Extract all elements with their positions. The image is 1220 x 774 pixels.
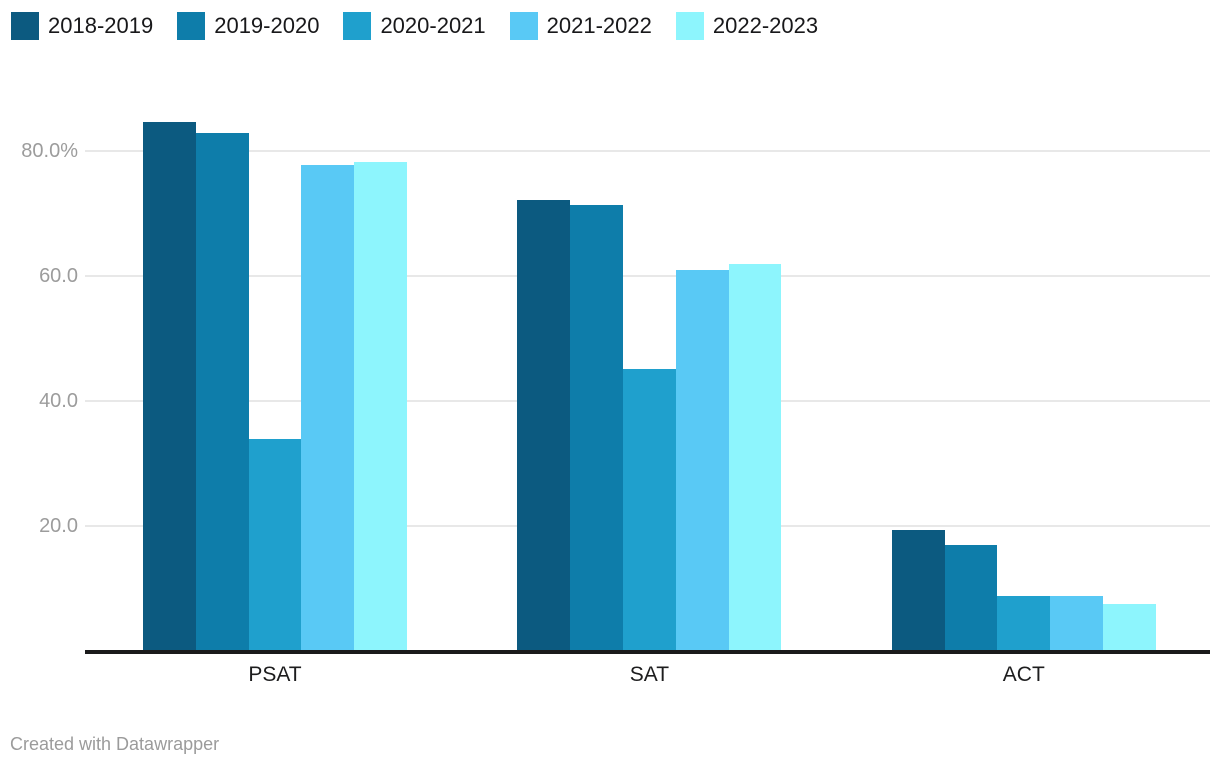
legend-item-2022-2023: 2022-2023 (675, 12, 819, 40)
x-category-label-SAT: SAT (629, 663, 670, 686)
legend-label: 2018-2019 (48, 13, 154, 38)
bar-ACT-2021-2022[interactable] (1050, 596, 1103, 651)
gridline-60 (85, 275, 1210, 277)
legend-swatch-2022-2023 (675, 12, 704, 40)
legend-swatch-2020-2021 (343, 12, 372, 40)
legend-swatch-2021-2022 (509, 12, 538, 40)
bar-PSAT-2020-2021[interactable] (248, 439, 302, 651)
legend-label: 2022-2023 (712, 13, 819, 38)
bar-PSAT-2018-2019[interactable] (143, 122, 196, 651)
x-category-label-ACT: ACT (1002, 663, 1045, 686)
bar-ACT-2019-2020[interactable] (944, 544, 998, 651)
bar-PSAT-2021-2022[interactable] (301, 165, 355, 651)
legend-swatch-2018-2019 (11, 12, 39, 40)
legend-label: 2019-2020 (214, 13, 320, 38)
gridline-80 (85, 150, 1210, 152)
legend-item-2019-2020: 2019-2020 (177, 12, 319, 40)
bar-ACT-2020-2021[interactable] (997, 596, 1051, 651)
x-axis-line (85, 650, 1210, 654)
bar-SAT-2019-2020[interactable] (570, 205, 623, 651)
bar-ACT-2022-2023[interactable] (1103, 603, 1156, 651)
legend-label: 2020-2021 (380, 13, 486, 38)
bar-SAT-2020-2021[interactable] (623, 368, 676, 651)
bar-SAT-2022-2023[interactable] (728, 264, 782, 651)
legend: 2018-2019 2019-2020 2020-2021 2021-2022 2022… (11, 12, 818, 40)
datawrapper-credit-link[interactable]: Created with Datawrapper (10, 734, 220, 754)
y-tick-label: 80.0% (21, 140, 78, 162)
y-tick-label: 20.0 (39, 515, 78, 537)
legend-swatch-2019-2020 (177, 12, 206, 40)
plot-area (85, 101, 1210, 651)
bar-PSAT-2022-2023[interactable] (354, 161, 407, 651)
bar-PSAT-2019-2020[interactable] (195, 132, 249, 651)
bar-ACT-2018-2019[interactable] (891, 529, 945, 651)
legend-item-2021-2022: 2021-2022 (509, 12, 652, 40)
legend-label: 2021-2022 (546, 13, 652, 38)
legend-item-2020-2021: 2020-2021 (343, 12, 486, 40)
legend-item-2018-2019: 2018-2019 (11, 12, 153, 40)
bar-SAT-2021-2022[interactable] (675, 270, 729, 651)
bar-SAT-2018-2019[interactable] (517, 200, 571, 651)
x-category-label-PSAT: PSAT (248, 663, 302, 686)
y-tick-label: 40.0 (39, 390, 78, 412)
y-tick-label: 60.0 (39, 265, 78, 287)
